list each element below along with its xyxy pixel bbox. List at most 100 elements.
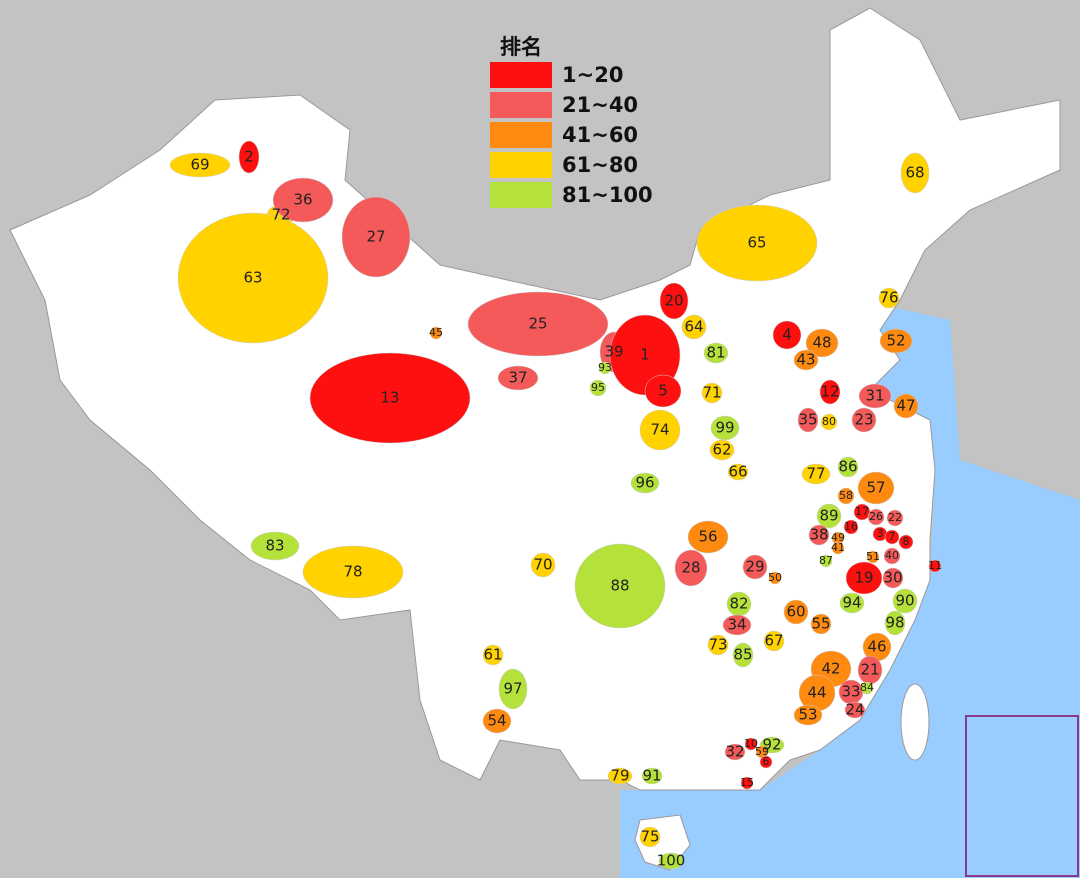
region bbox=[644, 374, 682, 408]
region bbox=[845, 561, 883, 595]
region-rank: 93 bbox=[598, 361, 612, 374]
region-rank: 87 bbox=[819, 554, 833, 567]
region-rank: 48 bbox=[812, 334, 831, 352]
region-rank: 92 bbox=[762, 736, 781, 754]
taiwan bbox=[900, 683, 930, 761]
legend-swatch bbox=[490, 62, 552, 88]
region bbox=[892, 588, 918, 614]
region bbox=[816, 503, 842, 529]
region bbox=[709, 439, 735, 461]
region bbox=[482, 708, 512, 734]
region-rank: 65 bbox=[747, 234, 766, 252]
region-rank: 97 bbox=[503, 680, 522, 698]
legend-label: 41~60 bbox=[562, 123, 638, 147]
region bbox=[768, 571, 782, 585]
region-rank: 5 bbox=[658, 382, 668, 400]
region bbox=[858, 383, 892, 409]
region bbox=[883, 547, 901, 565]
inset-box bbox=[965, 715, 1079, 877]
region bbox=[707, 634, 729, 656]
region bbox=[574, 543, 666, 629]
region-rank: 12 bbox=[820, 383, 839, 401]
region-rank: 25 bbox=[528, 315, 547, 333]
region-rank: 76 bbox=[879, 289, 898, 307]
region bbox=[639, 826, 661, 848]
legend-label: 1~20 bbox=[562, 63, 623, 87]
region bbox=[839, 592, 865, 614]
region bbox=[696, 204, 818, 282]
region bbox=[867, 508, 885, 526]
legend-label: 61~80 bbox=[562, 153, 638, 177]
region bbox=[744, 737, 758, 751]
region-rank: 61 bbox=[483, 646, 502, 664]
region-rank: 33 bbox=[841, 683, 860, 701]
region-rank: 6 bbox=[763, 755, 770, 768]
region-rank: 2 bbox=[244, 148, 254, 166]
region-rank: 83 bbox=[265, 537, 284, 555]
region-rank: 34 bbox=[727, 616, 746, 634]
region-rank: 28 bbox=[681, 559, 700, 577]
region-rank: 10 bbox=[744, 737, 758, 750]
region-rank: 4 bbox=[782, 326, 792, 344]
region-rank: 73 bbox=[708, 636, 727, 654]
region bbox=[641, 767, 663, 785]
region-rank: 71 bbox=[702, 384, 721, 402]
region-rank: 47 bbox=[896, 397, 915, 415]
region bbox=[658, 852, 684, 870]
region bbox=[742, 554, 768, 580]
region bbox=[497, 365, 539, 391]
region-rank: 70 bbox=[533, 556, 552, 574]
region bbox=[879, 328, 913, 354]
region-rank: 15 bbox=[740, 776, 754, 789]
region-rank: 16 bbox=[844, 520, 858, 533]
region-rank: 27 bbox=[366, 228, 385, 246]
region bbox=[819, 554, 833, 568]
region-rank: 54 bbox=[487, 712, 506, 730]
legend-swatch bbox=[490, 122, 552, 148]
region-rank: 88 bbox=[610, 577, 629, 595]
region-rank: 19 bbox=[854, 569, 873, 587]
region-rank: 57 bbox=[866, 479, 885, 497]
region bbox=[886, 509, 904, 527]
region-rank: 100 bbox=[657, 852, 686, 870]
region-rank: 99 bbox=[715, 419, 734, 437]
region-rank: 39 bbox=[604, 343, 623, 361]
region bbox=[772, 320, 802, 350]
region-rank: 20 bbox=[664, 292, 683, 310]
country-outline bbox=[9, 7, 1061, 791]
region-rank: 79 bbox=[610, 767, 629, 785]
region-rank: 80 bbox=[822, 415, 836, 428]
region-rank: 37 bbox=[508, 369, 527, 387]
region-rank: 72 bbox=[271, 206, 290, 224]
region bbox=[898, 534, 914, 550]
region bbox=[928, 559, 942, 573]
region bbox=[272, 177, 334, 223]
region bbox=[810, 613, 832, 635]
region bbox=[309, 352, 471, 444]
region-rank: 7 bbox=[889, 530, 896, 543]
region-rank: 24 bbox=[845, 701, 864, 719]
region-rank: 64 bbox=[684, 318, 703, 336]
region-rank: 55 bbox=[811, 615, 830, 633]
region bbox=[659, 282, 689, 320]
region bbox=[250, 531, 300, 561]
region bbox=[808, 524, 830, 546]
region bbox=[482, 644, 504, 666]
region bbox=[843, 519, 859, 535]
legend: 1~20 21~40 41~60 61~80 81~100 bbox=[490, 62, 653, 208]
region-rank: 60 bbox=[786, 603, 805, 621]
region bbox=[732, 642, 754, 668]
region bbox=[630, 472, 660, 494]
region bbox=[589, 379, 607, 397]
region bbox=[831, 541, 845, 555]
region-rank: 29 bbox=[745, 558, 764, 576]
region-rank: 56 bbox=[698, 528, 717, 546]
region bbox=[639, 409, 681, 451]
region bbox=[866, 550, 880, 564]
region-rank: 11 bbox=[928, 559, 942, 572]
region-rank: 32 bbox=[725, 743, 744, 761]
region-rank: 94 bbox=[842, 594, 861, 612]
region bbox=[819, 379, 841, 405]
